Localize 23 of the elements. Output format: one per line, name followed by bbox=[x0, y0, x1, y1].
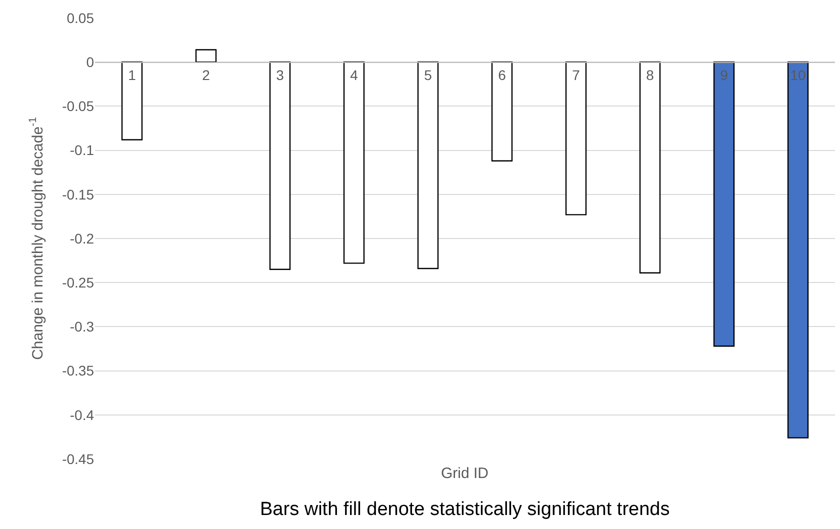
x-tick-label: 5 bbox=[424, 66, 432, 83]
y-tick-label: -0.25 bbox=[62, 274, 94, 290]
y-tick-label: -0.2 bbox=[70, 230, 94, 246]
x-tick-label: 10 bbox=[790, 66, 806, 83]
y-tick-label: -0.45 bbox=[62, 450, 94, 467]
x-tick-label: 2 bbox=[202, 66, 210, 83]
x-tick-label: 3 bbox=[276, 66, 284, 83]
x-tick-label: 6 bbox=[498, 66, 506, 83]
y-tick-label: -0.1 bbox=[70, 142, 94, 158]
x-tick-label: 7 bbox=[572, 66, 580, 83]
x-tick-label: 1 bbox=[128, 66, 136, 83]
y-tick-label: -0.35 bbox=[62, 362, 94, 379]
y-tick-label: -0.4 bbox=[70, 406, 94, 423]
y-tick-label: -0.15 bbox=[62, 186, 94, 202]
y-tick-label: 0 bbox=[86, 54, 94, 70]
y-tick-label: -0.3 bbox=[70, 318, 94, 335]
x-tick-label: 4 bbox=[350, 66, 358, 83]
x-tick-label: 8 bbox=[646, 66, 654, 83]
y-tick-label: -0.05 bbox=[62, 98, 94, 114]
text: Bars with fill denote statistically significant trends bbox=[260, 499, 670, 520]
x-axis-title: Grid ID bbox=[441, 465, 489, 482]
x-tick-label: 9 bbox=[720, 66, 728, 83]
y-tick-label: 0.05 bbox=[66, 10, 94, 26]
